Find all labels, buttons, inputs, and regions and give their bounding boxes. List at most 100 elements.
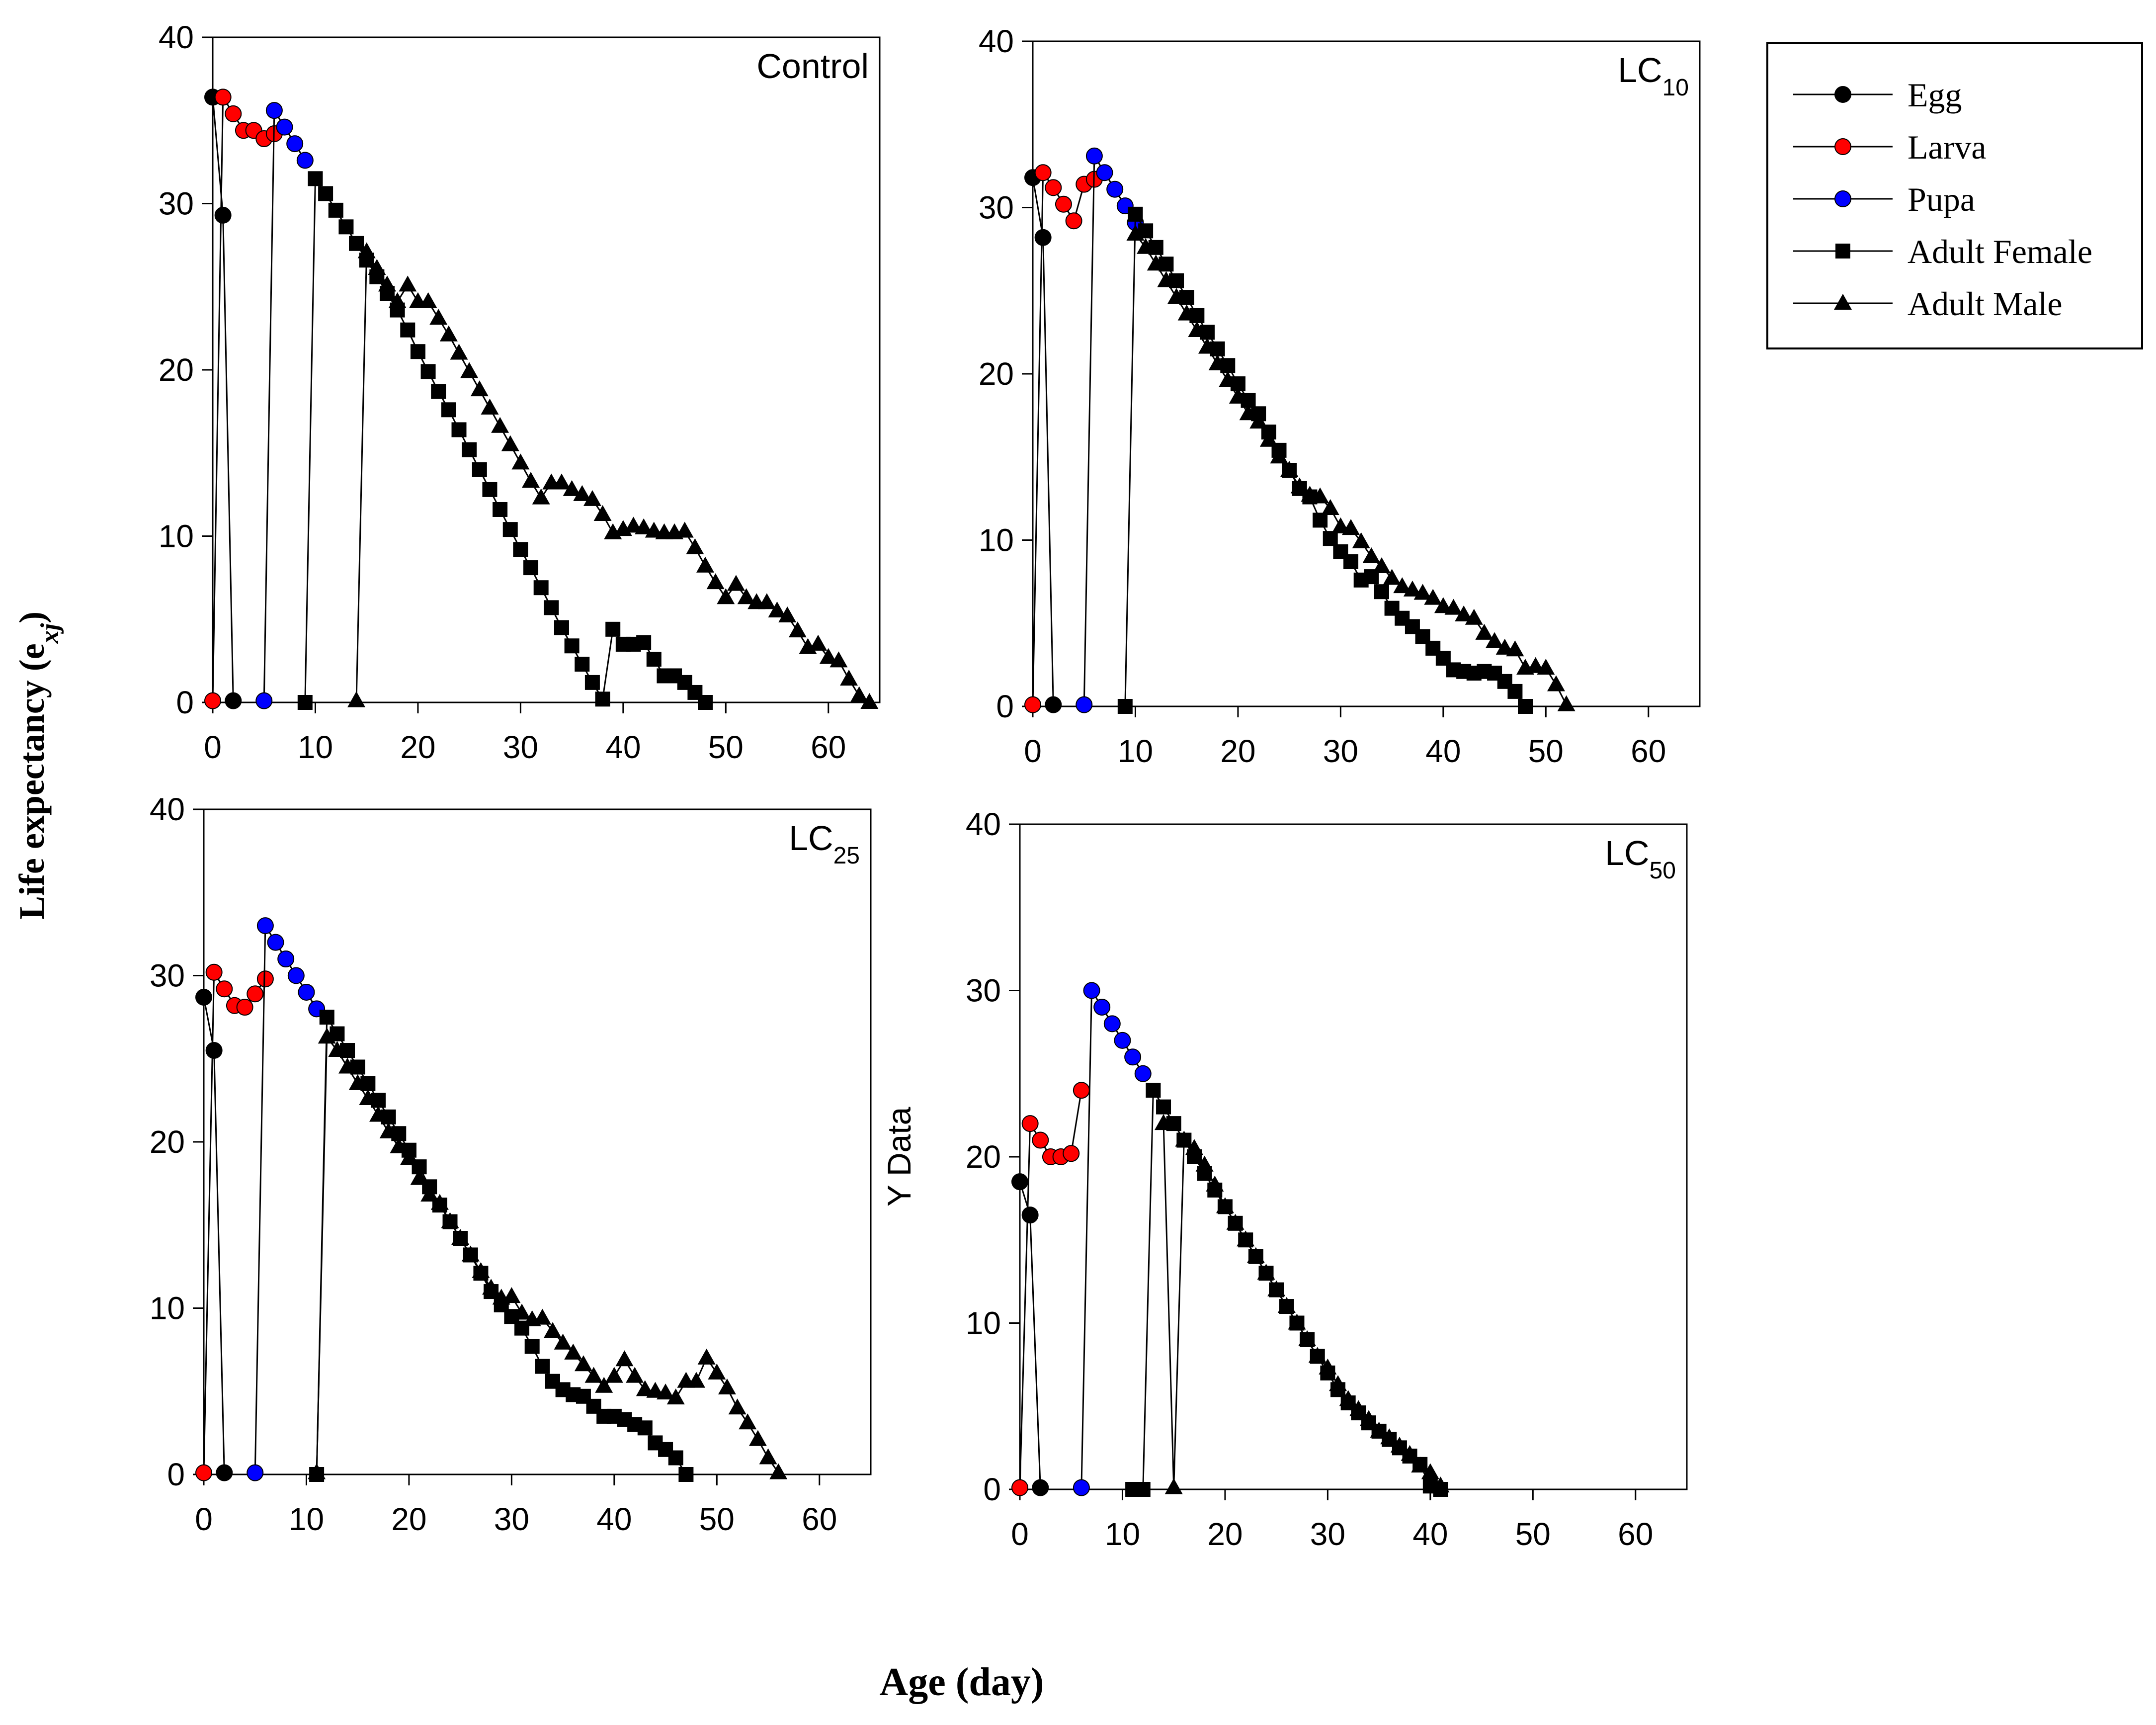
data-point [286, 135, 304, 153]
data-point [420, 364, 436, 379]
y-tick-label: 40 [150, 791, 185, 827]
data-point [1055, 195, 1072, 213]
data-point [535, 1359, 550, 1374]
data-point [583, 490, 601, 506]
x-tick-label: 0 [1024, 733, 1042, 769]
data-point [636, 635, 652, 650]
data-point [1301, 486, 1319, 502]
data-point [1413, 584, 1432, 600]
legend-marker [1834, 138, 1851, 155]
data-point [1359, 1410, 1378, 1426]
data-point [318, 1028, 336, 1044]
data-point [532, 488, 550, 505]
data-point [809, 634, 828, 651]
x-tick-label: 50 [1515, 1516, 1551, 1552]
data-point [441, 402, 456, 418]
data-point [328, 1041, 346, 1057]
panel-title: LC50 [1605, 834, 1676, 884]
data-point [511, 453, 530, 470]
data-point [1093, 998, 1111, 1016]
data-point [1557, 695, 1576, 711]
legend-label: Egg [1907, 76, 1962, 114]
data-point [195, 988, 212, 1006]
panel-y-label: Y Data [881, 1107, 917, 1207]
data-point [255, 692, 273, 709]
series-line [1083, 153, 1136, 705]
data-point [1177, 304, 1196, 321]
data-point [1421, 1463, 1439, 1479]
data-point [1495, 638, 1514, 655]
series-adult-male [1155, 1114, 1450, 1494]
x-tick-label: 60 [811, 729, 846, 765]
data-point [1342, 519, 1360, 535]
data-point [349, 236, 364, 251]
data-point [605, 1367, 623, 1383]
data-point [778, 606, 797, 623]
data-point [1045, 179, 1062, 196]
data-point [338, 219, 354, 235]
data-point [768, 602, 786, 618]
data-point [574, 1355, 592, 1372]
x-tick-label: 50 [1528, 733, 1564, 769]
y-tick-label: 0 [167, 1457, 185, 1492]
data-point [1175, 1130, 1193, 1147]
data-point [657, 1383, 675, 1400]
y-tick-label: 20 [150, 1124, 185, 1160]
data-point [513, 1303, 531, 1320]
data-point [338, 1057, 357, 1074]
data-point [593, 505, 612, 521]
y-tick-label: 10 [966, 1305, 1001, 1341]
data-point [502, 522, 518, 537]
x-tick-label: 20 [1220, 733, 1255, 769]
series-line [1124, 211, 1526, 707]
data-point [706, 573, 725, 590]
panel-title: LC10 [1618, 51, 1689, 101]
data-point [666, 1388, 685, 1405]
data-point [1352, 532, 1370, 548]
data-point [1249, 413, 1268, 429]
panel-title-main: LC [789, 819, 833, 858]
data-point [1134, 1065, 1152, 1082]
data-point [850, 686, 868, 702]
data-point [1135, 1482, 1151, 1497]
x-tick-label: 0 [204, 729, 222, 765]
data-point [1380, 1428, 1399, 1445]
x-tick-label: 20 [1207, 1516, 1243, 1552]
data-point [296, 152, 314, 169]
data-point [564, 638, 580, 654]
data-point [450, 344, 468, 360]
data-point [462, 442, 477, 457]
data-point [697, 1348, 716, 1365]
data-point [1085, 147, 1103, 165]
data-point [247, 985, 264, 1003]
series-pupa [247, 917, 326, 1481]
x-tick-label: 10 [298, 729, 333, 765]
data-point [388, 292, 407, 308]
data-point [359, 1089, 377, 1106]
data-point [748, 1430, 767, 1446]
data-point [1198, 338, 1216, 354]
data-point [225, 105, 242, 122]
data-point [216, 1464, 233, 1481]
data-point [390, 1137, 408, 1154]
data-point [1147, 255, 1165, 271]
data-point [419, 292, 437, 308]
data-point [1011, 1479, 1028, 1496]
data-point [265, 102, 283, 119]
data-point [636, 1380, 654, 1396]
data-point [584, 1367, 603, 1383]
data-point [544, 600, 559, 615]
y-tick-label: 40 [966, 806, 1001, 842]
x-tick-label: 60 [1631, 733, 1666, 769]
x-tick-label: 40 [605, 729, 641, 765]
legend-marker [1835, 244, 1850, 259]
y-tick-label: 40 [159, 19, 194, 55]
data-point [1431, 1476, 1450, 1493]
data-point [717, 588, 735, 604]
data-point [523, 560, 539, 576]
series-line [316, 1035, 779, 1473]
data-point [573, 485, 591, 501]
legend-marker [1834, 86, 1851, 103]
